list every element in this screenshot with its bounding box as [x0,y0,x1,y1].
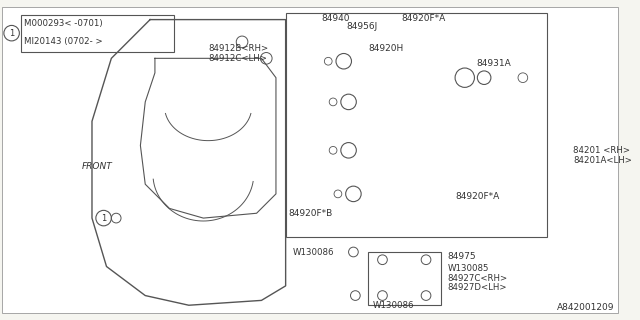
Text: M000293< -0701): M000293< -0701) [24,19,103,28]
Text: FRONT: FRONT [81,162,112,171]
Text: 84912B<RH>: 84912B<RH> [208,44,268,53]
Text: A842001209: A842001209 [557,303,615,312]
Text: 84920F*A: 84920F*A [455,192,499,201]
Text: 84912C<LH>: 84912C<LH> [208,54,267,63]
Text: 84927C<RH>: 84927C<RH> [447,274,508,283]
Text: 84201 <RH>: 84201 <RH> [573,146,630,155]
Text: W130085: W130085 [447,264,489,273]
Text: MI20143 (0702- >: MI20143 (0702- > [24,37,103,46]
Bar [285,13,547,237]
Text: 84956J: 84956J [347,22,378,31]
Text: 84975: 84975 [447,252,476,261]
Text: 84920F*A: 84920F*A [402,14,446,23]
Text: 84927D<LH>: 84927D<LH> [447,283,507,292]
Text: W130086: W130086 [292,248,334,258]
Text: 1: 1 [9,29,14,38]
Text: 84920F*B: 84920F*B [289,209,333,218]
Bar [368,252,440,305]
Text: W130086: W130086 [372,301,414,310]
Text: 1: 1 [101,213,106,223]
Text: 84931A: 84931A [476,59,511,68]
Bar [21,15,174,52]
Text: 84940: 84940 [321,14,350,23]
Text: 84920H: 84920H [368,44,403,53]
Text: 84201A<LH>: 84201A<LH> [573,156,632,164]
